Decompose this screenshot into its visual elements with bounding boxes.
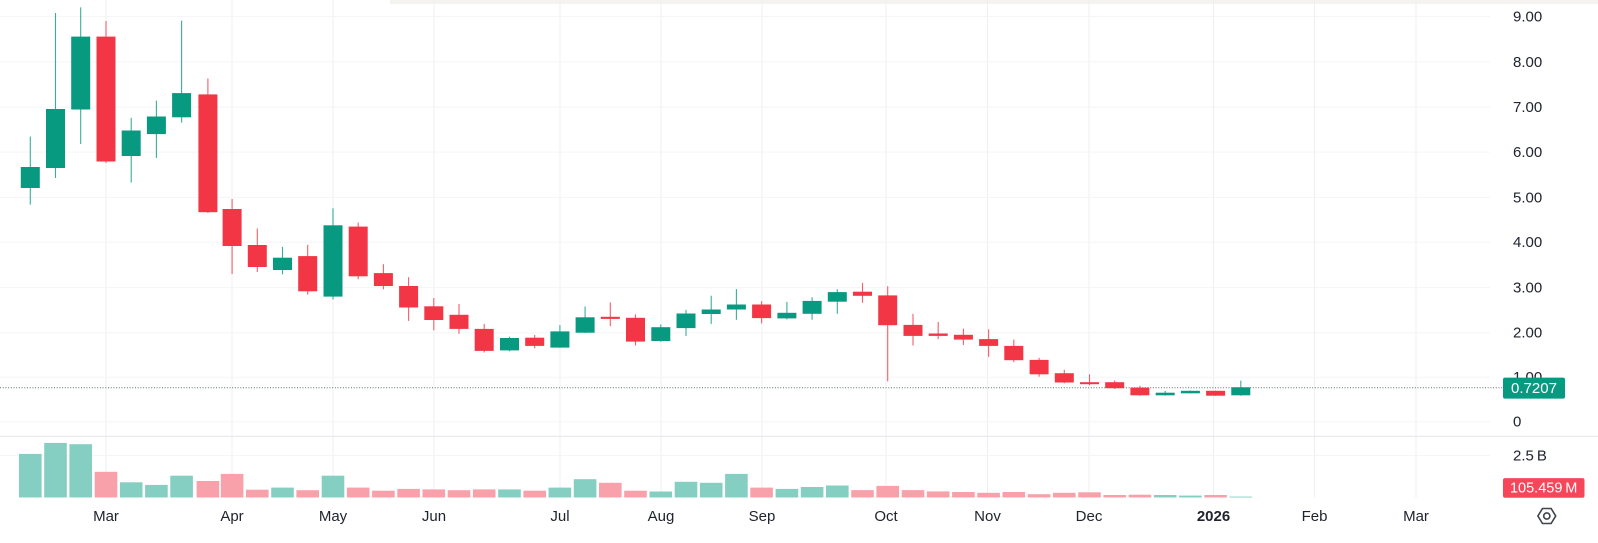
svg-text:3.00: 3.00 (1513, 280, 1542, 297)
svg-text:9.00: 9.00 (1513, 9, 1542, 26)
svg-text:7.00: 7.00 (1513, 99, 1542, 116)
svg-text:2.00: 2.00 (1513, 325, 1542, 342)
svg-text:8.00: 8.00 (1513, 54, 1542, 71)
svg-text:6.00: 6.00 (1513, 144, 1542, 161)
svg-text:Aug: Aug (648, 508, 675, 525)
svg-text:2.5 B: 2.5 B (1513, 447, 1547, 464)
svg-text:Jun: Jun (422, 508, 446, 525)
svg-text:Mar: Mar (1403, 508, 1429, 525)
svg-text:Oct: Oct (874, 508, 898, 525)
svg-text:Sep: Sep (749, 508, 776, 525)
svg-text:4.00: 4.00 (1513, 234, 1542, 251)
svg-text:2026: 2026 (1197, 508, 1230, 525)
svg-text:0.7207: 0.7207 (1511, 380, 1557, 397)
svg-text:Jul: Jul (550, 508, 569, 525)
svg-text:May: May (319, 508, 348, 525)
svg-text:Dec: Dec (1076, 508, 1103, 525)
svg-text:Nov: Nov (974, 508, 1001, 525)
svg-text:0: 0 (1513, 414, 1521, 431)
svg-text:Mar: Mar (93, 508, 119, 525)
svg-text:5.00: 5.00 (1513, 189, 1542, 206)
svg-text:Apr: Apr (220, 508, 243, 525)
svg-text:105.459 M: 105.459 M (1510, 481, 1577, 497)
svg-text:Feb: Feb (1302, 508, 1328, 525)
